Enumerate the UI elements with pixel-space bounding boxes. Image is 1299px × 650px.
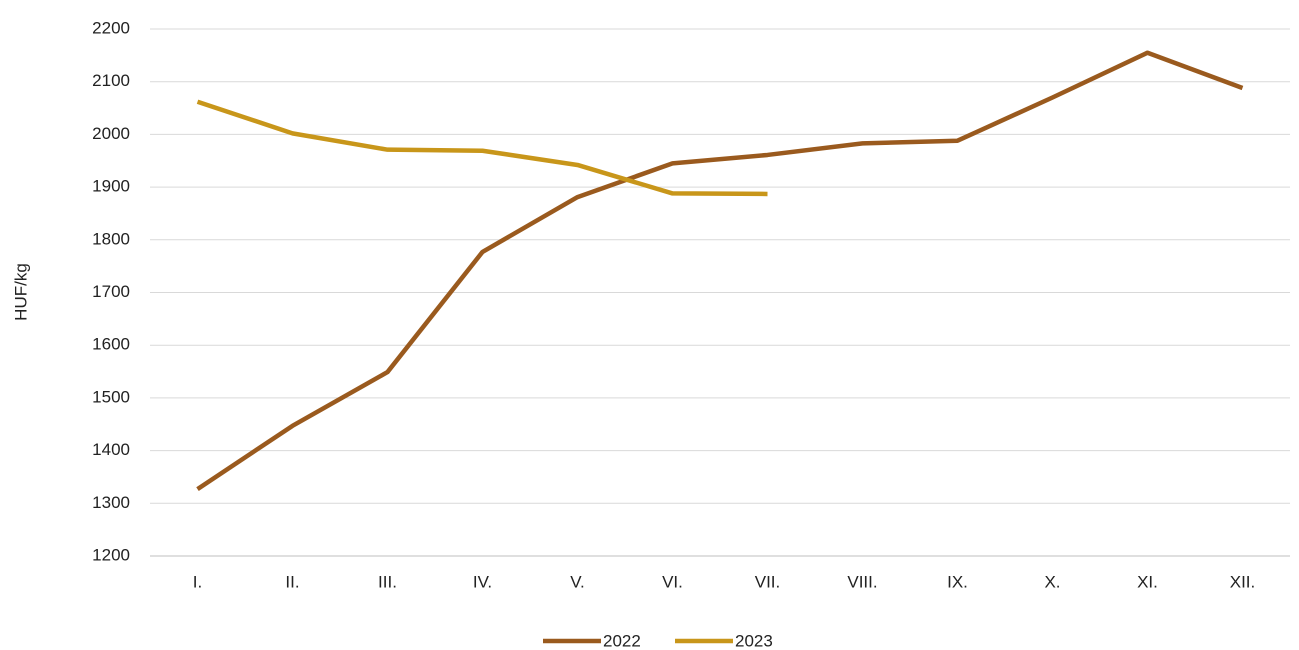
- y-tick-label: 2200: [92, 18, 130, 37]
- y-tick-label: 1500: [92, 387, 130, 406]
- y-axis-label: HUF/kg: [11, 263, 30, 321]
- x-tick-label: IX.: [947, 572, 968, 591]
- legend-label: 2022: [603, 631, 641, 650]
- x-tick-label: III.: [378, 572, 397, 591]
- x-tick-label: IV.: [473, 572, 492, 591]
- series-line: [196, 50, 1244, 491]
- y-tick-label: 1600: [92, 335, 130, 354]
- x-tick-label: V.: [570, 572, 585, 591]
- x-tick-label: XII.: [1230, 572, 1256, 591]
- y-tick-label: 1200: [92, 545, 130, 564]
- y-tick-label: 2100: [92, 71, 130, 90]
- y-tick-label: 2000: [92, 124, 130, 143]
- x-tick-label: X.: [1044, 572, 1060, 591]
- x-tick-label: II.: [285, 572, 299, 591]
- series-line: [196, 99, 768, 197]
- y-tick-label: 1700: [92, 282, 130, 301]
- x-tick-label: VIII.: [847, 572, 877, 591]
- y-tick-label: 1400: [92, 440, 130, 459]
- y-tick-label: 1300: [92, 493, 130, 512]
- x-tick-label: I.: [193, 572, 202, 591]
- x-tick-label: VII.: [755, 572, 781, 591]
- y-tick-label: 1800: [92, 229, 130, 248]
- y-tick-label: 1900: [92, 177, 130, 196]
- legend-label: 2023: [735, 631, 773, 650]
- x-tick-label: VI.: [662, 572, 683, 591]
- x-tick-label: XI.: [1137, 572, 1158, 591]
